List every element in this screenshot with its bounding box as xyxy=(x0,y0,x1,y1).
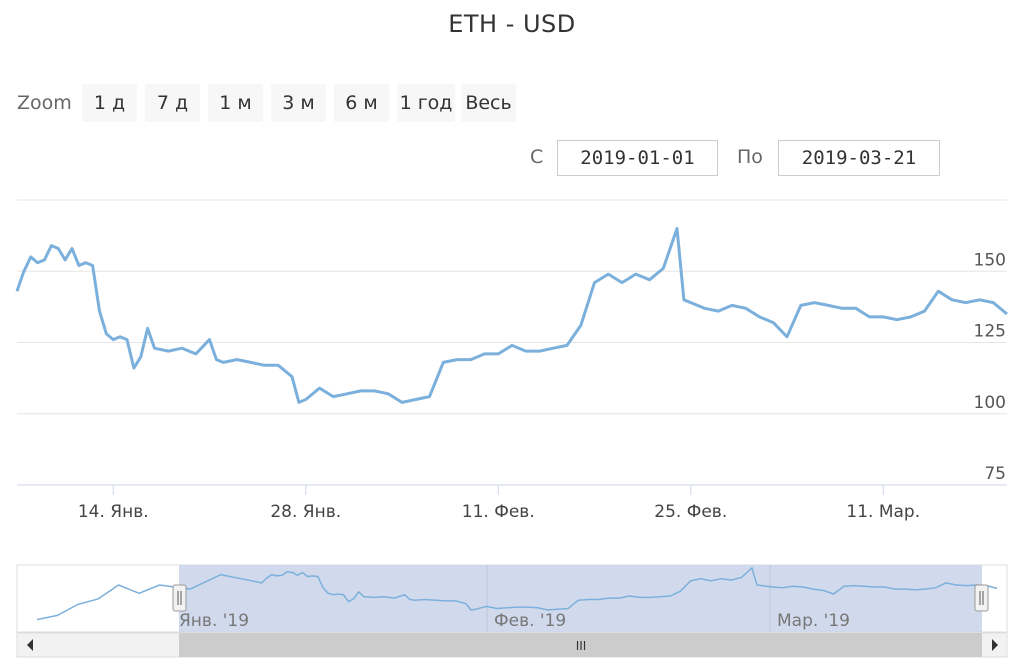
navigator-label: Янв. '19 xyxy=(179,611,249,631)
chart-title: ETH - USD xyxy=(448,10,576,38)
y-tick-label: 75 xyxy=(984,464,1006,484)
x-tick-label: 14. Янв. xyxy=(78,502,149,522)
navigator-label: Фев. '19 xyxy=(494,611,566,631)
zoom-button-3m[interactable]: 3 м xyxy=(271,84,326,122)
y-tick-label: 125 xyxy=(974,322,1006,342)
y-axis-ticks: 75 100 125 150 xyxy=(974,250,1006,484)
navigator-handle-right[interactable] xyxy=(974,584,989,612)
x-tick-label: 11. Мар. xyxy=(846,502,920,522)
to-date-input[interactable]: 2019-03-21 xyxy=(778,140,940,176)
zoom-button-7d[interactable]: 7 д xyxy=(145,84,200,122)
navigator-series-line xyxy=(36,566,998,621)
navigator-selected-range xyxy=(179,565,982,632)
grid-lines xyxy=(17,199,1007,486)
x-tick-label: 11. Фев. xyxy=(462,502,535,522)
navigator: Янв. '19 Фев. '19 Мар. '19 III xyxy=(16,564,1008,658)
scroll-right-icon[interactable] xyxy=(992,639,998,651)
navigator-label: Мар. '19 xyxy=(777,611,850,631)
zoom-label: Zoom xyxy=(17,92,72,114)
price-series-line xyxy=(15,227,1008,404)
zoom-button-6m[interactable]: 6 м xyxy=(334,84,389,122)
scrollbar[interactable]: III xyxy=(16,632,1008,658)
navigator-handle-left[interactable] xyxy=(172,584,187,612)
zoom-button-1m[interactable]: 1 м xyxy=(208,84,263,122)
scrollbar-grip: III xyxy=(576,639,587,653)
y-tick-label: 100 xyxy=(974,393,1006,413)
scroll-left-icon[interactable] xyxy=(27,639,33,651)
handle-grip xyxy=(974,584,989,612)
x-axis: 14. Янв. 28. Янв. 11. Фев. 25. Фев. 11. Мар. xyxy=(17,484,1007,522)
x-tick-label: 25. Фев. xyxy=(654,502,727,522)
from-label: С xyxy=(530,146,544,168)
from-date-input[interactable]: 2019-01-01 xyxy=(557,140,718,176)
zoom-button-all[interactable]: Весь xyxy=(461,84,516,122)
zoom-button-1d[interactable]: 1 д xyxy=(82,84,137,122)
zoom-button-1y[interactable]: 1 год xyxy=(397,84,455,122)
to-label: По xyxy=(737,146,763,168)
handle-grip xyxy=(172,584,187,612)
scrollbar-thumb[interactable] xyxy=(179,633,982,657)
y-tick-label: 150 xyxy=(974,250,1006,270)
x-tick-label: 28. Янв. xyxy=(270,502,341,522)
series-group xyxy=(15,227,1008,404)
